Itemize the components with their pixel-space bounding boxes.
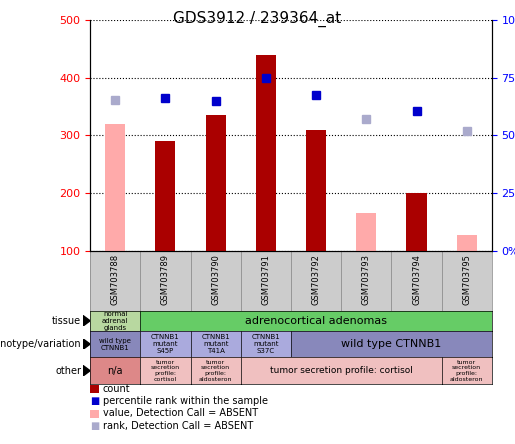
Bar <box>205 115 226 251</box>
Text: tumor
secretion
profile:
cortisol: tumor secretion profile: cortisol <box>151 360 180 382</box>
Bar <box>406 193 426 251</box>
Text: other: other <box>56 366 81 376</box>
Bar <box>156 141 176 251</box>
Text: GSM703788: GSM703788 <box>111 254 119 305</box>
Text: CTNNB1
mutant
S37C: CTNNB1 mutant S37C <box>251 334 280 354</box>
Text: GDS3912 / 239364_at: GDS3912 / 239364_at <box>174 11 341 27</box>
Text: count: count <box>103 384 131 393</box>
Text: GSM703789: GSM703789 <box>161 254 170 305</box>
Text: tumor
secretion
profile:
aldosteron: tumor secretion profile: aldosteron <box>199 360 232 382</box>
Text: GSM703792: GSM703792 <box>312 254 320 305</box>
Text: tumor
secretion
profile:
aldosteron: tumor secretion profile: aldosteron <box>450 360 484 382</box>
Text: GSM703793: GSM703793 <box>362 254 371 305</box>
Bar <box>306 130 326 251</box>
Bar <box>256 55 276 251</box>
Text: genotype/variation: genotype/variation <box>0 339 81 349</box>
Text: value, Detection Call = ABSENT: value, Detection Call = ABSENT <box>103 408 258 418</box>
Text: wild type
CTNNB1: wild type CTNNB1 <box>99 337 131 351</box>
Text: tumor secretion profile: cortisol: tumor secretion profile: cortisol <box>270 366 413 375</box>
Text: GSM703790: GSM703790 <box>211 254 220 305</box>
Bar <box>457 235 477 251</box>
Polygon shape <box>83 315 90 326</box>
Text: percentile rank within the sample: percentile rank within the sample <box>103 396 268 406</box>
Text: normal
adrenal
glands: normal adrenal glands <box>102 311 128 331</box>
Text: GSM703795: GSM703795 <box>462 254 471 305</box>
Text: tissue: tissue <box>52 316 81 326</box>
Text: adrenocortical adenomas: adrenocortical adenomas <box>245 316 387 326</box>
Text: n/a: n/a <box>108 366 123 376</box>
Bar <box>356 214 376 251</box>
Text: wild type CTNNB1: wild type CTNNB1 <box>341 339 441 349</box>
Text: CTNNB1
mutant
S45P: CTNNB1 mutant S45P <box>151 334 180 354</box>
Bar <box>105 124 125 251</box>
Text: GSM703794: GSM703794 <box>412 254 421 305</box>
Polygon shape <box>83 365 90 376</box>
Text: ■: ■ <box>90 396 99 406</box>
Text: ■: ■ <box>90 421 99 431</box>
Text: CTNNB1
mutant
T41A: CTNNB1 mutant T41A <box>201 334 230 354</box>
Text: GSM703791: GSM703791 <box>262 254 270 305</box>
Polygon shape <box>83 339 90 349</box>
Text: rank, Detection Call = ABSENT: rank, Detection Call = ABSENT <box>103 421 253 431</box>
